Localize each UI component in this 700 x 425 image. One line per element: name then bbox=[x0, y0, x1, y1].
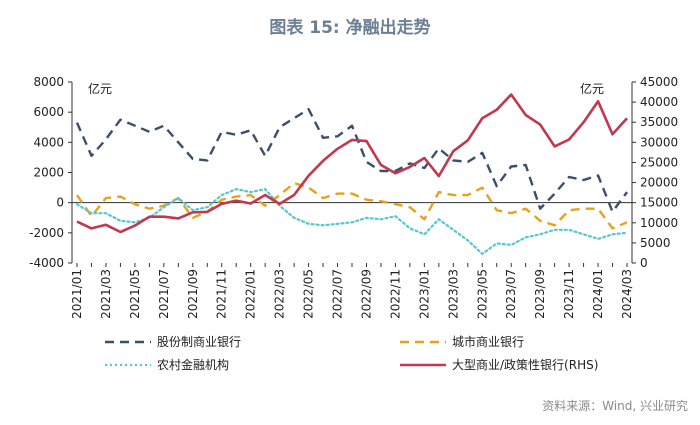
y-right-tick-label: 25000 bbox=[640, 155, 678, 169]
y-left-tick-label: 8000 bbox=[33, 75, 64, 89]
y-right-unit-label: 亿元 bbox=[580, 81, 604, 96]
legend-label-4: 大型商业/政策性银行(RHS) bbox=[452, 357, 598, 372]
y-right-tick-label: 5000 bbox=[640, 236, 671, 250]
x-tick-label: 2021/07 bbox=[157, 269, 171, 319]
y-right-tick-label: 0 bbox=[640, 256, 648, 270]
y-right-tick-label: 10000 bbox=[640, 216, 678, 230]
source-note: 资料来源：Wind, 兴业研究 bbox=[542, 398, 688, 413]
y-left-tick-label: 6000 bbox=[33, 105, 64, 119]
x-tick-label: 2022/05 bbox=[302, 269, 316, 319]
y-right-tick-label: 40000 bbox=[640, 95, 678, 109]
x-tick-label: 2023/09 bbox=[533, 269, 547, 319]
legend-label-1: 股份制商业银行 bbox=[157, 334, 241, 349]
x-tick-label: 2021/11 bbox=[215, 269, 229, 319]
x-tick-label: 2024/01 bbox=[591, 269, 605, 319]
y-right-tick-label: 15000 bbox=[640, 196, 678, 210]
series-line-4 bbox=[76, 93, 628, 234]
x-tick-label: 2022/01 bbox=[244, 269, 258, 319]
x-tick-label: 2021/05 bbox=[128, 269, 142, 319]
x-tick-label: 2023/07 bbox=[504, 269, 518, 319]
y-right-tick-label: 45000 bbox=[640, 75, 678, 89]
x-tick-label: 2021/03 bbox=[99, 269, 113, 319]
x-tick-label: 2022/11 bbox=[388, 269, 402, 319]
x-tick-label: 2023/03 bbox=[446, 269, 460, 319]
x-tick-label: 2022/07 bbox=[331, 269, 345, 319]
y-right-tick-label: 30000 bbox=[640, 135, 678, 149]
y-left-tick-label: -4000 bbox=[29, 256, 64, 270]
y-left-tick-label: 0 bbox=[56, 196, 64, 210]
y-left-unit-label: 亿元 bbox=[88, 81, 112, 96]
plot-area: -4000 -2000 0 2000 4000 6000 8000 0 5000 10000 150… bbox=[29, 75, 678, 319]
y-right-tick-label: 20000 bbox=[640, 176, 678, 190]
x-tick-label: 2021/09 bbox=[186, 269, 200, 319]
legend-label-2: 城市商业银行 bbox=[452, 334, 524, 349]
y-left-tick-label: 4000 bbox=[33, 135, 64, 149]
x-tick-label: 2024/03 bbox=[620, 269, 634, 319]
x-tick-label: 2021/01 bbox=[70, 269, 84, 319]
x-tick-label: 2022/09 bbox=[359, 269, 373, 319]
chart-title: 图表 15: 净融出走势 bbox=[269, 17, 430, 38]
series-line-1 bbox=[75, 107, 628, 213]
x-tick-label: 2022/03 bbox=[273, 269, 287, 319]
y-right-tick-label: 35000 bbox=[640, 115, 678, 129]
y-left-tick-label: -2000 bbox=[29, 226, 64, 240]
y-left-tick-label: 2000 bbox=[33, 166, 64, 180]
x-tick-label: 2023/11 bbox=[562, 269, 576, 319]
legend-label-3: 农村金融机构 bbox=[157, 357, 229, 372]
series-line-2 bbox=[76, 181, 628, 230]
x-tick-label: 2023/05 bbox=[475, 269, 489, 319]
series-line-3 bbox=[75, 188, 629, 255]
x-tick-label: 2023/01 bbox=[417, 269, 431, 319]
